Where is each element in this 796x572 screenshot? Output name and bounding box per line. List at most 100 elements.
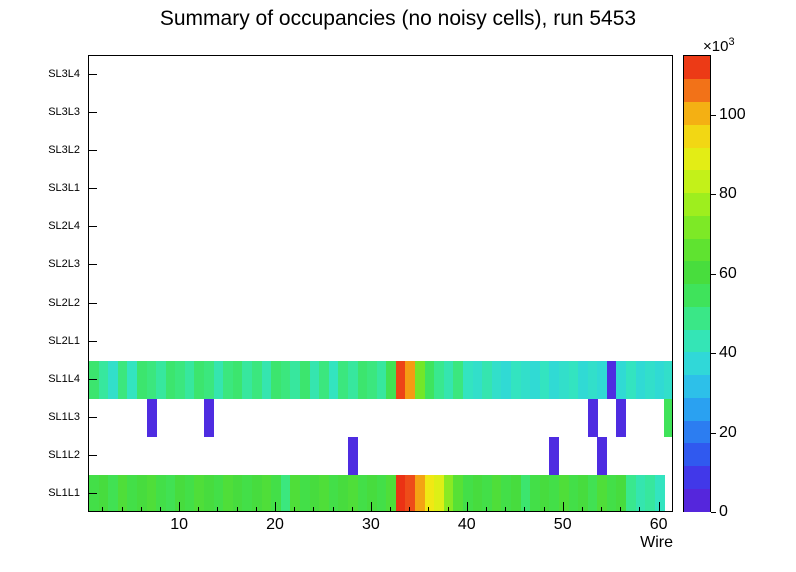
y-axis-tick [89, 150, 97, 152]
heatmap-cell [108, 360, 119, 399]
heatmap-cell [223, 360, 234, 399]
heatmap-cell [530, 474, 541, 511]
x-axis-minor-tick [639, 507, 641, 512]
heatmap-cell [156, 474, 167, 511]
y-axis-label: SL1L2 [48, 448, 80, 461]
heatmap-cell [386, 360, 397, 399]
heatmap-cell [175, 474, 186, 511]
heatmap-cell [472, 360, 483, 399]
heatmap-cell [319, 474, 330, 511]
heatmap-cell [520, 360, 531, 399]
heatmap-cell [280, 474, 291, 511]
heatmap-cell [347, 360, 358, 399]
heatmap-cell [213, 474, 224, 511]
heatmap-cell [530, 360, 541, 399]
heatmap-cell [347, 436, 358, 475]
heatmap-cell [252, 360, 263, 399]
x-axis-minor-tick [428, 507, 430, 512]
y-axis-tick [89, 378, 97, 380]
heatmap-cell [597, 474, 608, 511]
y-axis-tick [89, 74, 97, 76]
heatmap-cell [501, 360, 512, 399]
x-axis-major-tick [466, 502, 468, 512]
y-axis-tick [89, 302, 97, 304]
y-axis-tick [89, 416, 97, 418]
colorbar-band [684, 147, 710, 171]
heatmap-cell [664, 398, 672, 437]
heatmap-cell [616, 398, 627, 437]
colorbar-band [684, 420, 710, 444]
x-axis-minor-tick [198, 507, 200, 512]
heatmap-cell [597, 360, 608, 399]
colorbar-band [684, 329, 710, 353]
y-axis-tick [89, 112, 97, 114]
heatmap-cell [491, 474, 502, 511]
heatmap-cell [175, 360, 186, 399]
x-axis-tick-label: 10 [170, 516, 188, 533]
heatmap-cell [146, 360, 157, 399]
colorbar-tick-label: 80 [719, 185, 737, 203]
y-axis-label: SL2L1 [48, 334, 80, 347]
heatmap-cell [635, 474, 646, 511]
heatmap-cell [309, 360, 320, 399]
chart-title: Summary of occupancies (no noisy cells),… [159, 7, 637, 30]
heatmap-cell [645, 474, 656, 511]
x-axis-minor-tick [409, 507, 411, 512]
heatmap-cell [376, 474, 387, 511]
heatmap-cell [635, 360, 646, 399]
y-axis-label: SL2L2 [48, 296, 80, 309]
colorbar-scale-label: ×103 [703, 36, 735, 55]
heatmap-cell [204, 360, 215, 399]
colorbar-scale-exponent: 3 [728, 36, 735, 48]
heatmap-cell [664, 360, 672, 399]
y-axis-tick [89, 264, 97, 266]
heatmap-cell [309, 474, 320, 511]
x-axis-major-tick [179, 502, 181, 512]
colorbar-band [684, 306, 710, 330]
heatmap-cell [453, 474, 464, 511]
colorbar-scale-mantissa: ×10 [703, 38, 729, 55]
heatmap-cell [654, 474, 665, 511]
heatmap-cell [242, 360, 253, 399]
colorbar-tick [711, 353, 716, 355]
heatmap-cell [271, 360, 282, 399]
colorbar-tick-label: 0 [719, 503, 728, 520]
heatmap-cell [223, 474, 234, 511]
heatmap-cell [136, 360, 147, 399]
heatmap-cell [616, 360, 627, 399]
heatmap-cell [443, 474, 454, 511]
heatmap-cell [549, 436, 560, 475]
heatmap-cell [587, 398, 598, 437]
heatmap-cell [165, 360, 176, 399]
heatmap-cell [367, 360, 378, 399]
heatmap-cell [510, 474, 521, 511]
heatmap-cell [280, 360, 291, 399]
heatmap-cells [89, 56, 672, 511]
colorbar-band [684, 169, 710, 193]
colorbar-band [684, 124, 710, 148]
colorbar-tick-label: 100 [719, 105, 746, 123]
heatmap-cell [136, 474, 147, 511]
colorbar-band [684, 442, 710, 466]
colorbar-tick [711, 432, 716, 434]
y-axis-tick [89, 188, 97, 190]
heatmap-cell [357, 474, 368, 511]
heatmap-cell [252, 474, 263, 511]
heatmap-cell [606, 474, 617, 511]
x-axis-major-tick [275, 502, 276, 512]
heatmap-cell [510, 360, 521, 399]
heatmap-cell [395, 360, 406, 399]
heatmap-cell [453, 360, 464, 399]
x-axis-major-tick [370, 502, 372, 512]
colorbar-tick [711, 273, 716, 275]
heatmap-cell [117, 360, 128, 399]
x-axis-minor-tick [485, 507, 487, 512]
heatmap-cell [338, 474, 349, 511]
x-axis-tick-label: 40 [457, 516, 476, 533]
x-axis-tick-label: 60 [649, 516, 668, 533]
y-axis-label: SL3L1 [48, 182, 80, 195]
heatmap-cell [587, 474, 598, 511]
colorbar-band [684, 192, 710, 216]
colorbar-tick-label: 40 [719, 344, 737, 362]
